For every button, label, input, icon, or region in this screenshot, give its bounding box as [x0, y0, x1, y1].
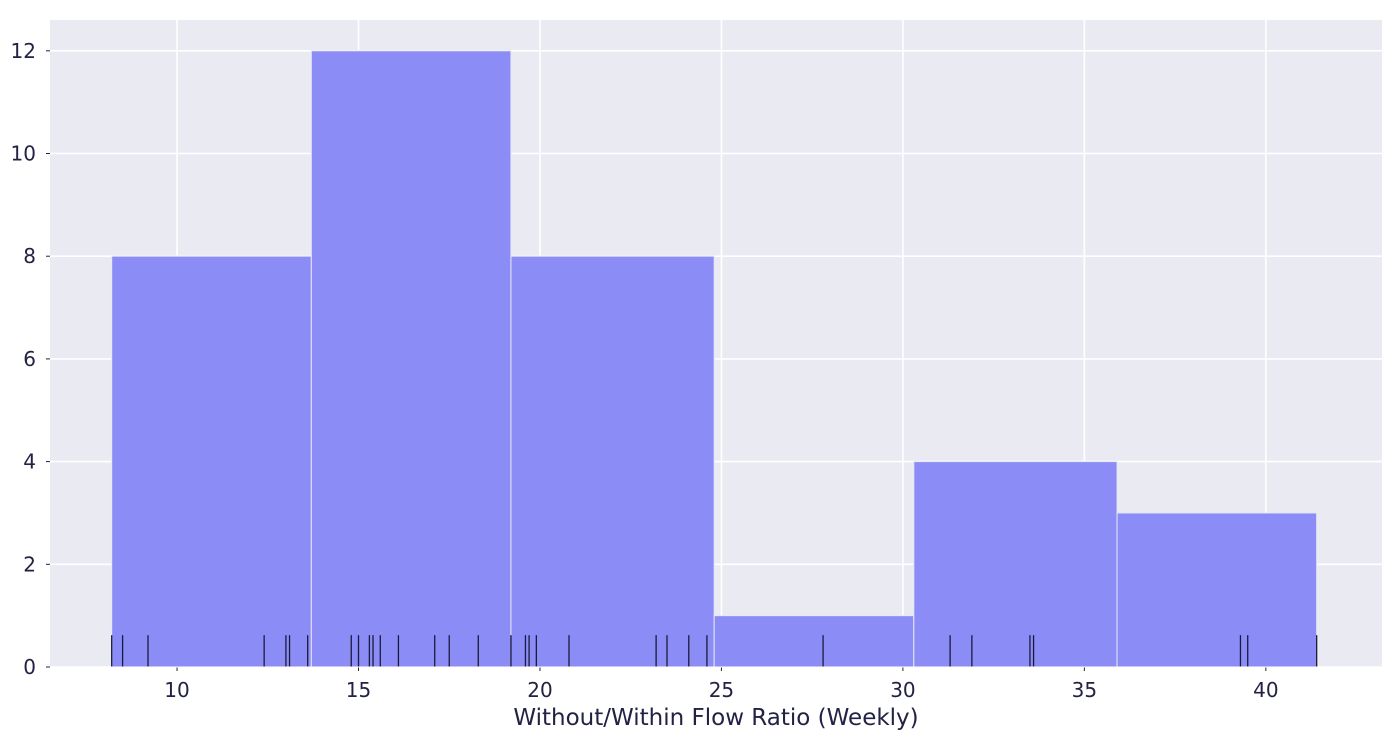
histogram-bar — [310, 50, 512, 668]
x-tick-label: 35 — [1072, 678, 1097, 702]
y-tick-label: 8 — [23, 244, 36, 268]
histogram-bar — [713, 615, 915, 668]
histogram-bar — [1116, 512, 1318, 668]
y-tick-label: 12 — [11, 39, 36, 63]
histogram-bar — [913, 461, 1118, 668]
y-tick-label: 4 — [23, 450, 36, 474]
x-axis-label: Without/Within Flow Ratio (Weekly) — [513, 705, 918, 731]
y-tick-label: 2 — [23, 552, 36, 576]
x-tick-label: 25 — [709, 678, 734, 702]
histogram-bar — [111, 255, 312, 668]
y-axis-ticks: 0 2 4 6 8 10 12 — [11, 39, 50, 679]
x-tick-label: 20 — [527, 678, 552, 702]
x-tick-label: 30 — [890, 678, 915, 702]
x-tick-label: 40 — [1253, 678, 1278, 702]
y-tick-label: 0 — [23, 655, 36, 679]
x-axis-ticks: 10 15 20 25 30 35 40 — [164, 667, 1279, 702]
y-tick-label: 6 — [23, 347, 36, 371]
y-tick-label: 10 — [11, 142, 36, 166]
x-tick-label: 10 — [164, 678, 189, 702]
histogram-bar — [510, 255, 715, 668]
x-tick-label: 15 — [346, 678, 371, 702]
histogram-bars — [111, 50, 1318, 668]
rug-marks — [111, 635, 1318, 667]
